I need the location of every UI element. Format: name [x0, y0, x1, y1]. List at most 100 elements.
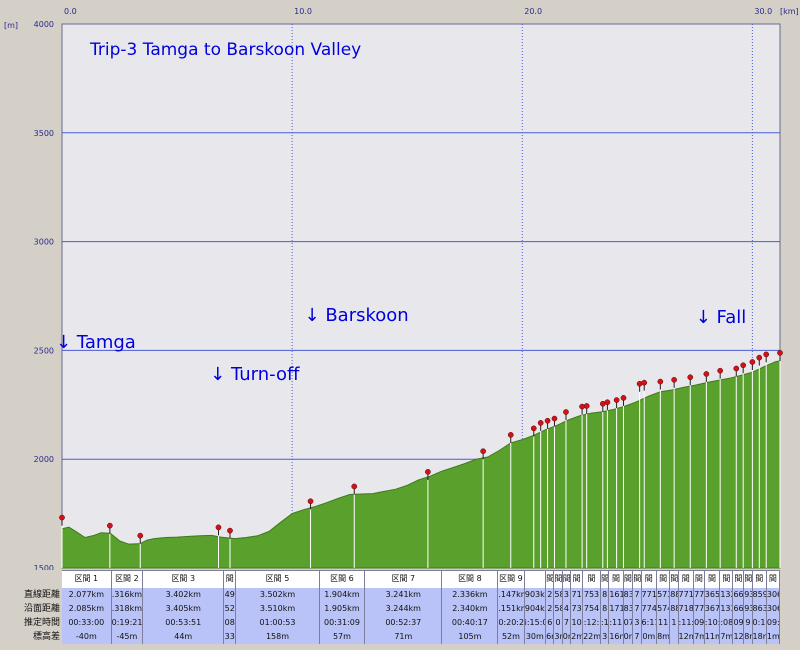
segment-surface-cell: 863 — [752, 602, 767, 616]
segment-surface-cell: 58 — [554, 602, 563, 616]
segment-surface-cell: 88 — [670, 602, 679, 616]
segment-time-cell: 00:40:17 — [442, 616, 499, 630]
segment-straight-cell: 771 — [678, 588, 695, 602]
waypoint-marker — [671, 376, 677, 568]
segment-surface-cell: .151km — [498, 602, 525, 616]
segment-time-cell: i:15:0 — [524, 616, 547, 630]
segment-header: 間 — [633, 570, 642, 588]
segment-header: 間 — [583, 570, 601, 588]
segment-straight-cell: 77 — [694, 588, 705, 602]
waypoint-marker — [425, 469, 431, 568]
annotation-label: ↓ Turn-off — [210, 364, 300, 385]
segment-surface-cell: 83 — [623, 602, 634, 616]
segment-straight-cell: 1.904km — [319, 588, 366, 602]
segment-surface-cell: 3.244km — [365, 602, 443, 616]
waypoint-marker — [733, 365, 740, 568]
segment-elev-cell: 12 — [733, 630, 745, 644]
segment-header: 間 — [678, 570, 695, 588]
segment-straight-cell: 83 — [623, 588, 634, 602]
segment-elev-cell: 3m — [554, 630, 563, 644]
waypoint-marker — [507, 432, 514, 568]
segment-time-cell: 00:33:00 — [62, 616, 112, 630]
segment-elev-cell: 1m — [766, 630, 780, 644]
segment-header: 間 — [670, 570, 679, 588]
segment-elev-cell: 16m — [609, 630, 624, 644]
segment-time-cell: :08 — [720, 616, 734, 630]
segment-surface-cell: 2 — [546, 602, 555, 616]
segment-header: 区間 8 — [442, 570, 499, 588]
segment-header: 間 — [720, 570, 734, 588]
annotation-label: ↓ Fall — [696, 307, 747, 328]
segment-elev-cell: 8m — [657, 630, 671, 644]
waypoint-marker — [563, 409, 569, 568]
segment-time-cell: :11: — [609, 616, 624, 630]
segment-surface-cell: 306 — [766, 602, 780, 616]
segment-time-cell: 09 — [733, 616, 745, 630]
segment-header: 間 — [571, 570, 584, 588]
segment-elev-cell: 6m — [546, 630, 555, 644]
waypoint-marker — [544, 417, 551, 568]
segment-elev-cell — [670, 630, 679, 644]
segment-straight-cell: 161 — [609, 588, 624, 602]
segment-elev-cell: 0m — [562, 630, 572, 644]
segment-elev-cell: -45m — [111, 630, 144, 644]
y-axis-unit: [m] — [4, 21, 18, 30]
waypoint-marker — [307, 498, 314, 568]
segment-header: 間 — [600, 570, 610, 588]
segment-surface-cell: 904k — [524, 602, 547, 616]
table-row-label: 推定時間 — [23, 618, 60, 628]
segment-surface-cell: 367 — [704, 602, 721, 616]
segment-time-cell: 00:52:37 — [365, 616, 443, 630]
segment-straight-cell: 573 — [657, 588, 671, 602]
x-tick-label: 20.0 — [524, 7, 542, 16]
segment-header: 間 — [657, 570, 671, 588]
segment-header: 間 — [641, 570, 658, 588]
waypoint-marker — [636, 380, 643, 568]
y-tick-label: 3000 — [34, 238, 54, 247]
segment-elev-cell: 8m — [744, 630, 753, 644]
segment-surface-cell: 77 — [694, 602, 705, 616]
segment-header: 間 — [554, 570, 563, 588]
waypoint-marker — [351, 483, 358, 568]
waypoint-marker — [551, 415, 558, 568]
table-row-label: 沿面距離 — [23, 604, 60, 614]
segment-time-cell: 1 — [670, 616, 679, 630]
segment-time-cell: 6 — [546, 616, 555, 630]
segment-header: 区間 1 — [62, 570, 112, 588]
segment-straight-cell: 903k — [524, 588, 547, 602]
segment-time-cell: 00:31:09 — [319, 616, 366, 630]
segment-time-cell: 07 — [623, 616, 634, 630]
segment-straight-cell: 49 — [224, 588, 237, 602]
segment-time-cell: 9 — [744, 616, 753, 630]
segment-time-cell: 7 — [562, 616, 572, 630]
segment-header: 間 — [546, 570, 555, 588]
waypoint-marker — [756, 354, 763, 568]
x-axis-ticks: 0.0 10.0 20.0 30.0 — [64, 7, 772, 16]
x-tick-label: 0.0 — [64, 7, 77, 16]
segment-time-cell: 6:11: — [641, 616, 658, 630]
segment-straight-cell: .316km — [111, 588, 144, 602]
segment-elev-cell: 158m — [236, 630, 320, 644]
table-row-label: 直線距離 — [23, 590, 60, 600]
elevation-area — [61, 360, 781, 569]
waypoint-marker — [137, 532, 144, 568]
waypoint-marker — [620, 395, 627, 568]
segment-header: 間 — [623, 570, 634, 588]
y-tick-label: 3500 — [34, 129, 54, 138]
segment-surface-cell: 8 — [600, 602, 610, 616]
waypoint-marker — [657, 378, 664, 568]
segment-straight-cell: 71 — [571, 588, 584, 602]
annotation-label: ↓ Barskoon — [305, 305, 409, 326]
y-axis-ticks: 4000 3500 3000 2500 2000 1500 — [34, 20, 54, 570]
waypoint-marker — [530, 425, 537, 568]
segment-elev-cell: 7 — [633, 630, 642, 644]
segment-straight-cell: 7 — [633, 588, 642, 602]
waypoint-marker — [579, 403, 585, 568]
annotations: ↓ Tamga ↓ Turn-off ↓ Barskoon ↓ Fall — [56, 305, 746, 385]
segment-time-cell: 00:53:51 — [143, 616, 225, 630]
segment-elev-cell: 3 — [600, 630, 610, 644]
segment-time-cell: 08 — [224, 616, 237, 630]
segment-time-cell: 3 — [633, 616, 642, 630]
segment-header: 区間 2 — [111, 570, 144, 588]
segment-surface-cell: 1.905km — [319, 602, 366, 616]
